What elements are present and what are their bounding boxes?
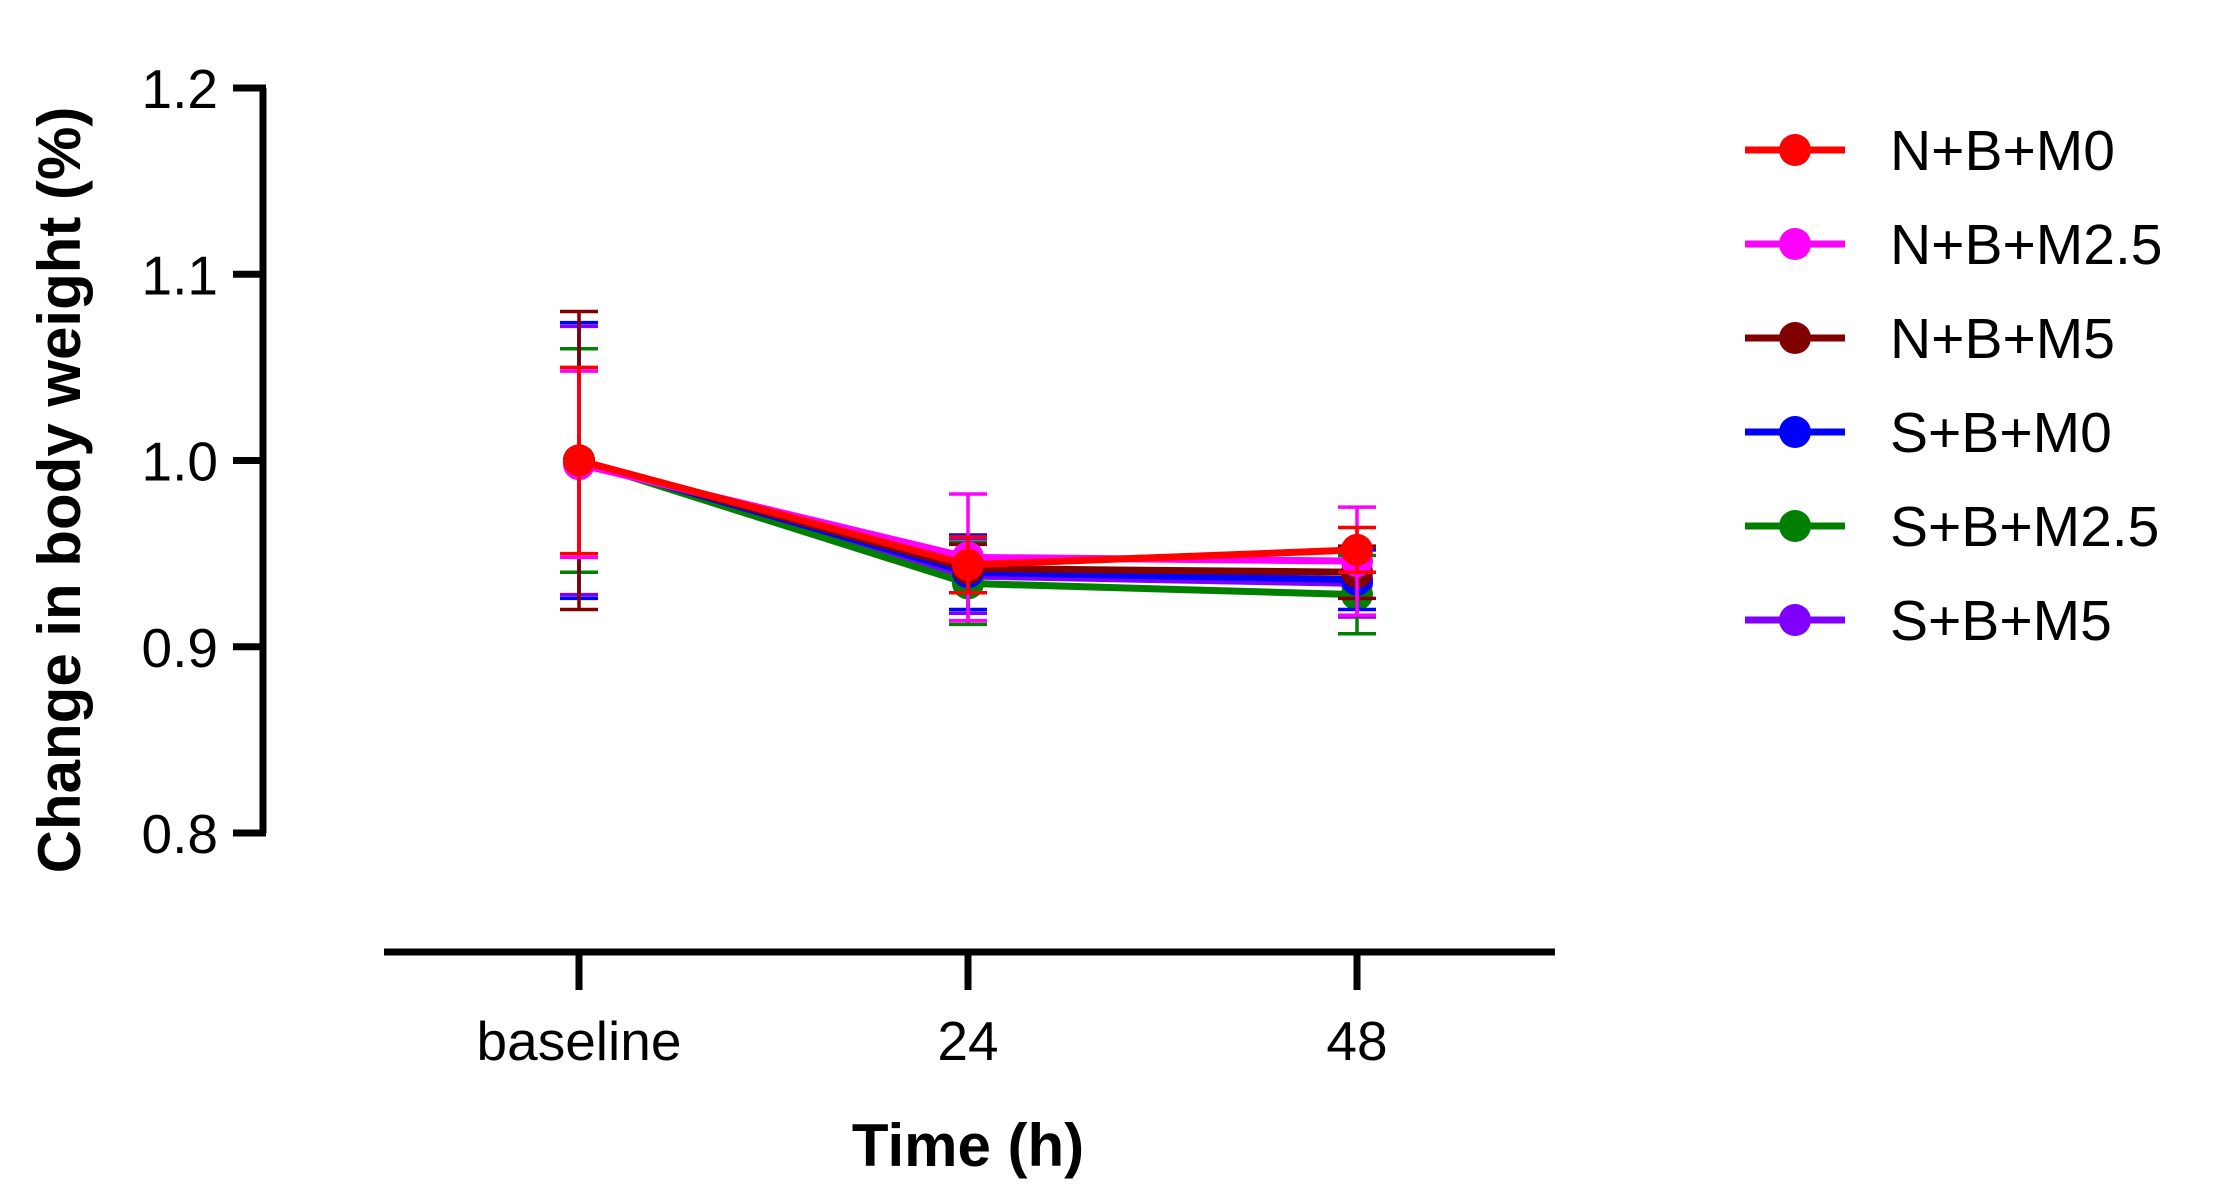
x-tick-label: 48 [1326, 1010, 1387, 1072]
x-axis: baseline 24 48 [384, 948, 1555, 1072]
legend-swatch-marker [1779, 416, 1811, 448]
data-point [563, 444, 595, 477]
legend-item: N+B+M0 [1745, 119, 2115, 183]
x-tick-label: baseline [477, 1010, 682, 1072]
legend-swatch-marker [1779, 322, 1811, 354]
legend-label: N+B+M5 [1890, 307, 2115, 371]
series-n-b-m0 [560, 365, 1376, 595]
x-tick-label: 24 [937, 1010, 998, 1072]
data-point [1341, 533, 1373, 566]
x-axis-title: Time (h) [852, 1112, 1084, 1179]
y-tick-label: 0.8 [142, 803, 218, 865]
y-tick-label: 1.1 [142, 244, 218, 306]
legend-item: S+B+M0 [1745, 401, 2112, 465]
y-tick-label: 1.2 [142, 58, 218, 120]
data-point [952, 548, 984, 581]
legend-swatch-marker [1779, 604, 1811, 636]
y-axis-title: Change in body weight (%) [26, 107, 93, 874]
legend-item: S+B+M5 [1745, 589, 2112, 653]
plot-area [560, 309, 1376, 636]
y-ticks: 0.8 0.9 1.0 1.1 1.2 [142, 58, 266, 865]
legend-label: S+B+M0 [1890, 401, 2112, 465]
y-axis: 0.8 0.9 1.0 1.1 1.2 [142, 58, 267, 865]
legend-swatch-marker [1779, 510, 1811, 542]
legend-item: N+B+M2.5 [1745, 213, 2162, 277]
x-ticks: baseline 24 48 [477, 952, 1388, 1072]
legend-label: N+B+M2.5 [1890, 213, 2162, 277]
legend: N+B+M0 N+B+M2.5 N+B+M5 S+B+M0 S+B+M2.5 S+B+M5 [1745, 119, 2162, 653]
legend-item: S+B+M2.5 [1745, 495, 2159, 559]
legend-swatch-marker [1779, 228, 1811, 260]
legend-label: S+B+M5 [1890, 589, 2112, 653]
legend-label: S+B+M2.5 [1890, 495, 2159, 559]
legend-swatch-marker [1779, 134, 1811, 166]
y-tick-label: 1.0 [142, 431, 218, 493]
legend-item: N+B+M5 [1745, 307, 2115, 371]
y-tick-label: 0.9 [142, 617, 218, 679]
legend-label: N+B+M0 [1890, 119, 2115, 183]
